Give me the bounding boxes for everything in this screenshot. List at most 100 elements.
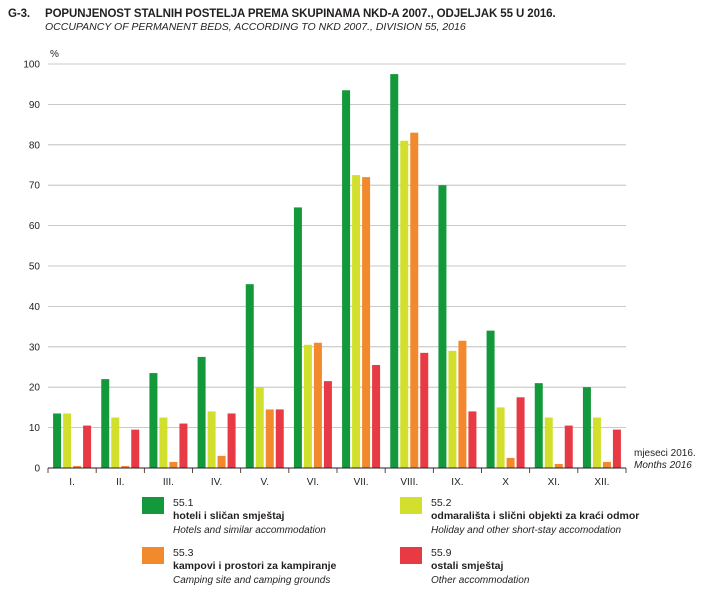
legend-label-en: Other accommodation [431,575,530,586]
bar-55-9 [612,429,621,468]
bar-55-1 [245,284,254,468]
y-tick-label: 20 [29,383,41,394]
y-tick-label: 30 [29,342,41,353]
legend-item-55-3: 55.3 kampovi i prostori za kampiranje Camp… [142,547,372,591]
chart-legend: 55.1 hoteli i sličan smještaj Hotels and s… [142,497,639,592]
legend-swatch [142,547,164,564]
x-axis-label-en: Months 2016 [634,460,692,471]
legend-swatch [400,547,422,564]
x-tick-label: I. [69,477,75,488]
bar-55-9 [516,397,525,468]
bar-55-9 [179,423,188,468]
chart-title-text: POPUNJENOST STALNIH POSTELJA PREMA SKUPI… [45,8,556,20]
x-tick-label: IX. [451,477,463,488]
legend-label: odmarališta i slični objekti za kraći od… [431,510,640,522]
x-tick-label: II. [116,477,124,488]
bar-55-9 [564,425,573,468]
bar-55-9 [372,364,381,468]
bar-55-2 [303,344,312,468]
legend-item-55-1: 55.1 hoteli i sličan smještaj Hotels and s… [142,497,372,541]
chart-title-block: G-3. POPUNJENOST STALNIH POSTELJA PREMA S… [8,8,556,33]
x-tick-label: VII. [354,477,369,488]
x-tick-label: VIII. [400,477,418,488]
y-tick-label: 10 [29,423,41,434]
bar-55-1 [534,383,543,468]
legend-label: hoteli i sličan smještaj [173,510,285,522]
bar-55-2 [496,407,505,468]
chart-title: G-3. POPUNJENOST STALNIH POSTELJA PREMA S… [8,8,556,20]
bar-55-2 [544,417,553,468]
x-tick-label: III. [163,477,174,488]
bar-55-9 [227,413,236,468]
legend-label: ostali smještaj [431,560,504,572]
bar-55-3 [602,461,611,468]
bar-55-2 [352,175,361,468]
y-tick-label: 40 [29,302,41,313]
legend-code: 55.1 [173,497,194,509]
bar-55-1 [101,379,110,468]
bar-55-1 [486,330,495,468]
y-axis-label: % [50,49,59,60]
legend-label-en: Hotels and similar accommodation [173,525,326,536]
x-tick-label: IV. [211,477,222,488]
bar-55-3 [265,409,274,468]
legend-code: 55.3 [173,547,194,559]
bar-55-2 [159,417,168,468]
bar-55-2 [63,413,72,468]
x-axis-label: mjeseci 2016. [634,448,696,459]
legend-item-55-2: 55.2 odmarališta i slični objekti za krać… [400,497,639,541]
y-tick-label: 60 [29,221,41,232]
bar-55-3 [554,463,563,468]
bar-55-9 [420,352,429,468]
legend-label-en: Holiday and other short-stay accomodatio… [431,525,622,536]
legend-swatch [142,497,164,514]
bar-chart: 0 10 20 30 40 50 60 70 80 90 100% I. II. III. IV. V. VI.… [23,49,696,488]
bar-55-9 [323,381,332,468]
y-tick-label: 80 [29,140,41,151]
legend-swatch [400,497,422,514]
bar-55-1 [197,356,206,468]
x-tick-label: XI. [548,477,560,488]
y-tick-label: 50 [29,262,41,273]
bar-55-1 [582,387,591,468]
y-tick-label: 100 [23,60,40,71]
y-tick-label: 0 [34,464,40,475]
bar-55-1 [149,373,158,468]
x-tick-label: V. [260,477,269,488]
bar-55-3 [410,132,419,468]
bar-55-3 [362,177,371,468]
y-tick-label: 90 [29,100,41,111]
bar-55-9 [83,425,92,468]
bar-55-2 [111,417,120,468]
figure-number: G-3. [8,8,30,20]
bar-55-2 [207,411,216,468]
bar-55-3 [458,340,467,468]
bar-55-1 [438,185,447,468]
bar-55-9 [468,411,477,468]
bar-55-3 [169,461,178,468]
legend-code: 55.2 [431,497,452,509]
legend-item-55-9: 55.9 ostali smještaj Other accommodation [400,547,630,591]
chart-subtitle: OCCUPANCY OF PERMANENT BEDS, ACCORDING T… [45,21,466,33]
bar-55-3 [506,457,515,468]
bar-55-9 [275,409,284,468]
bar-55-2 [448,350,457,468]
bar-55-3 [121,465,130,468]
bar-55-1 [390,74,399,468]
legend-label: kampovi i prostori za kampiranje [173,560,337,572]
y-tick-label: 70 [29,181,41,192]
x-tick-label: VI. [307,477,319,488]
x-tick-label: X [502,477,509,488]
bar-55-2 [400,140,409,468]
legend-label-en: Camping site and camping grounds [173,575,331,586]
bar-55-1 [293,207,302,469]
legend-code: 55.9 [431,547,452,559]
bar-55-9 [131,429,140,468]
x-tick-label: XII. [594,477,609,488]
bar-55-2 [255,387,264,468]
bar-55-1 [342,90,351,468]
bar-55-3 [73,465,82,468]
bar-55-2 [592,417,601,468]
bar-55-1 [53,413,62,468]
bar-55-3 [217,455,226,468]
